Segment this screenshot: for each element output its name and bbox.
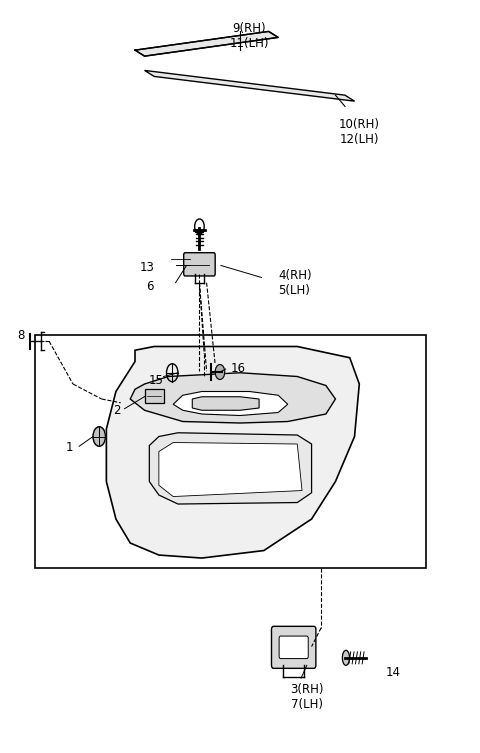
Bar [35, 335, 426, 568]
FancyBboxPatch shape [272, 626, 316, 669]
FancyBboxPatch shape [279, 636, 308, 659]
Text: 1: 1 [65, 441, 73, 454]
Text: 2: 2 [113, 404, 120, 416]
Polygon shape [135, 32, 278, 56]
Text: 4(RH)
5(LH): 4(RH) 5(LH) [278, 269, 312, 297]
Polygon shape [144, 71, 355, 101]
Ellipse shape [342, 651, 349, 666]
Polygon shape [192, 397, 259, 410]
Bar [144, 389, 164, 403]
Circle shape [93, 427, 106, 447]
Polygon shape [130, 373, 336, 423]
Text: 10(RH)
12(LH): 10(RH) 12(LH) [339, 117, 380, 145]
Circle shape [215, 364, 225, 380]
Text: 9(RH)
11(LH): 9(RH) 11(LH) [230, 22, 269, 50]
Polygon shape [149, 433, 312, 504]
Polygon shape [107, 346, 360, 558]
Polygon shape [159, 443, 302, 496]
Text: 15: 15 [149, 373, 164, 387]
FancyBboxPatch shape [184, 253, 215, 276]
Text: 3(RH)
7(LH): 3(RH) 7(LH) [290, 682, 324, 711]
Text: 8: 8 [17, 329, 24, 342]
Polygon shape [173, 392, 288, 416]
Text: 14: 14 [385, 666, 400, 679]
Text: 6: 6 [146, 280, 154, 293]
Text: 13: 13 [139, 261, 154, 274]
Text: 16: 16 [230, 362, 245, 376]
